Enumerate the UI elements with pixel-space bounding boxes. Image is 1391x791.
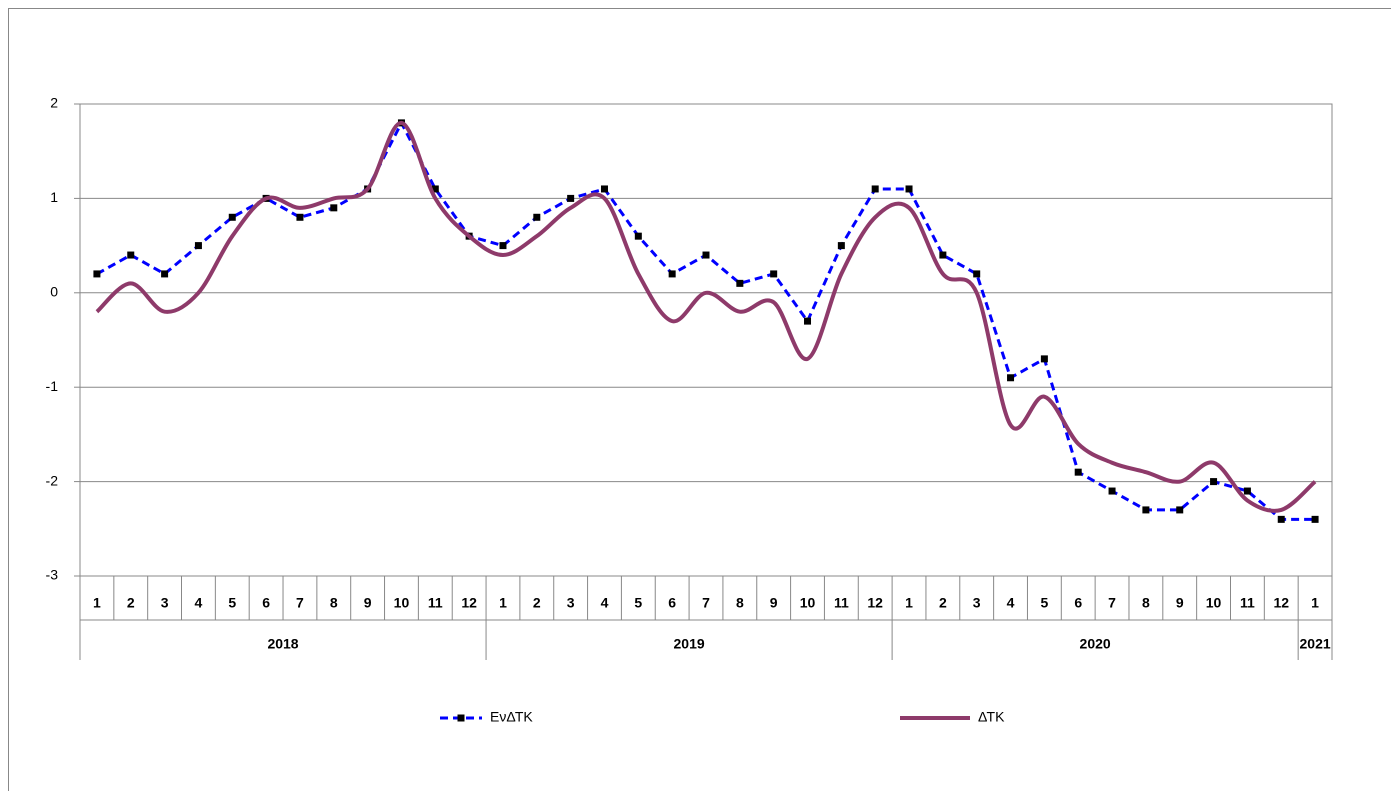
x-tick-label: 4	[1007, 595, 1015, 611]
series-line	[95, 120, 1317, 513]
x-tick-label: 11	[834, 595, 849, 611]
chart-frame	[8, 8, 1391, 791]
marker	[194, 242, 202, 250]
x-tick-label: 1	[1311, 595, 1319, 611]
x-tick-label: 10	[1206, 595, 1222, 611]
y-tick-label: -1	[46, 378, 59, 394]
x-tick-label: 5	[1040, 595, 1048, 611]
group-label: 2018	[267, 636, 298, 652]
x-tick-label: 4	[195, 595, 203, 611]
group-label: 2021	[1300, 636, 1331, 652]
legend-label: ΔΤΚ	[978, 709, 1005, 725]
marker	[1142, 506, 1150, 514]
x-tick-label: 12	[461, 595, 477, 611]
marker	[228, 213, 236, 221]
x-tick-label: 9	[770, 595, 778, 611]
y-tick-label: 1	[50, 189, 58, 205]
marker	[296, 213, 304, 221]
marker	[668, 270, 676, 278]
marker	[600, 185, 608, 193]
marker	[634, 232, 642, 240]
x-tick-label: 3	[567, 595, 575, 611]
marker	[1007, 374, 1015, 382]
marker	[1176, 506, 1184, 514]
marker	[736, 279, 744, 287]
x-tick-label: 9	[364, 595, 372, 611]
marker	[567, 194, 575, 202]
group-label: 2019	[674, 636, 705, 652]
x-tick-label: 8	[330, 595, 338, 611]
x-tick-label: 11	[428, 595, 443, 611]
plot-border	[79, 103, 1333, 577]
marker	[804, 317, 812, 325]
marker	[533, 213, 541, 221]
marker	[939, 251, 947, 259]
marker	[871, 185, 879, 193]
y-tick-label: 0	[50, 284, 58, 300]
marker	[1108, 487, 1116, 495]
y-tick-label: -3	[46, 567, 59, 583]
x-tick-label: 9	[1176, 595, 1184, 611]
marker	[1277, 515, 1285, 523]
x-tick-label: 6	[1074, 595, 1082, 611]
x-tick-label: 4	[601, 595, 609, 611]
marker	[161, 270, 169, 278]
marker	[127, 251, 135, 259]
marker	[1311, 515, 1319, 523]
group-label: 2020	[1080, 636, 1111, 652]
x-tick-label: 7	[702, 595, 710, 611]
marker	[1040, 355, 1048, 363]
x-tick-label: 12	[1273, 595, 1289, 611]
x-tick-label: 2	[533, 595, 541, 611]
marker	[973, 270, 981, 278]
x-tick-label: 6	[262, 595, 270, 611]
x-tick-label: 2	[939, 595, 947, 611]
x-tick-label: 3	[161, 595, 169, 611]
x-tick-label: 1	[905, 595, 913, 611]
x-tick-label: 7	[1108, 595, 1116, 611]
x-tick-label: 7	[296, 595, 304, 611]
y-tick-label: 2	[50, 95, 58, 111]
legend-marker	[457, 714, 465, 722]
marker	[905, 185, 913, 193]
x-tick-label: 8	[736, 595, 744, 611]
x-tick-label: 2	[127, 595, 135, 611]
x-tick-label: 11	[1240, 595, 1255, 611]
marker	[431, 185, 439, 193]
x-tick-label: 5	[634, 595, 642, 611]
x-tick-label: 3	[973, 595, 981, 611]
marker	[330, 204, 338, 212]
x-tick-label: 6	[668, 595, 676, 611]
marker	[1243, 487, 1251, 495]
y-tick-label: -2	[46, 472, 59, 488]
x-tick-label: 10	[394, 595, 410, 611]
x-tick-label: 1	[499, 595, 507, 611]
marker	[499, 242, 507, 250]
x-tick-label: 10	[800, 595, 816, 611]
marker	[770, 270, 778, 278]
x-tick-label: 8	[1142, 595, 1150, 611]
series-line	[96, 119, 1316, 521]
x-tick-label: 12	[867, 595, 883, 611]
legend-label: ΕνΔΤΚ	[490, 709, 533, 725]
marker	[93, 270, 101, 278]
marker	[702, 251, 710, 259]
x-tick-label: 1	[93, 595, 101, 611]
marker	[837, 242, 845, 250]
x-tick-label: 5	[228, 595, 236, 611]
marker	[1074, 468, 1082, 476]
marker	[1210, 478, 1218, 486]
